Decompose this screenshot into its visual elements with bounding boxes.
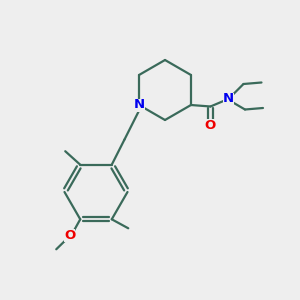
Text: N: N — [134, 98, 145, 112]
Text: N: N — [223, 92, 234, 106]
Text: O: O — [64, 229, 75, 242]
Text: O: O — [205, 118, 216, 132]
